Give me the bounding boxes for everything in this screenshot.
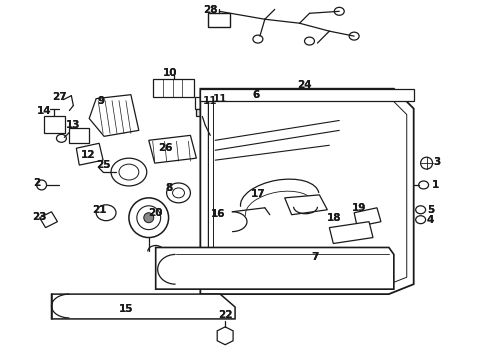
- Ellipse shape: [416, 216, 426, 224]
- Ellipse shape: [418, 181, 429, 189]
- Text: 20: 20: [148, 208, 163, 218]
- Text: 18: 18: [327, 213, 342, 223]
- Text: 9: 9: [98, 96, 105, 105]
- Text: 28: 28: [203, 5, 218, 15]
- Text: 13: 13: [66, 121, 80, 130]
- Text: 9: 9: [98, 96, 105, 105]
- Text: 6: 6: [252, 90, 260, 100]
- Text: 18: 18: [327, 213, 342, 223]
- Ellipse shape: [111, 158, 147, 186]
- Text: 26: 26: [158, 143, 173, 153]
- Text: 24: 24: [297, 80, 312, 90]
- Polygon shape: [149, 135, 196, 163]
- Text: 2: 2: [33, 178, 40, 188]
- Polygon shape: [217, 327, 233, 345]
- Text: 7: 7: [311, 252, 318, 262]
- Ellipse shape: [137, 206, 161, 230]
- Polygon shape: [354, 208, 381, 227]
- Text: 10: 10: [162, 68, 177, 78]
- Polygon shape: [51, 294, 235, 319]
- Text: 5: 5: [427, 205, 434, 215]
- Text: 12: 12: [81, 150, 96, 160]
- Text: 24: 24: [297, 80, 312, 90]
- Ellipse shape: [172, 188, 184, 198]
- Text: 16: 16: [211, 209, 225, 219]
- Text: 27: 27: [52, 92, 67, 102]
- Text: 7: 7: [311, 252, 318, 262]
- Text: 1: 1: [432, 180, 439, 190]
- Polygon shape: [329, 222, 373, 243]
- Text: 22: 22: [218, 310, 232, 320]
- Text: 11: 11: [203, 96, 218, 105]
- Text: 19: 19: [352, 203, 367, 213]
- Text: 8: 8: [165, 183, 172, 193]
- Polygon shape: [89, 95, 139, 136]
- Ellipse shape: [129, 198, 169, 238]
- Text: 20: 20: [148, 208, 163, 218]
- Text: 3: 3: [433, 157, 440, 167]
- Text: 8: 8: [165, 183, 172, 193]
- Text: 28: 28: [203, 5, 218, 15]
- Text: 4: 4: [427, 215, 434, 225]
- Text: 12: 12: [81, 150, 96, 160]
- Text: 11: 11: [213, 94, 227, 104]
- Text: 6: 6: [252, 90, 260, 100]
- Bar: [196, 109, 208, 117]
- Bar: [70, 129, 89, 143]
- Text: 4: 4: [427, 215, 434, 225]
- Bar: [208, 100, 213, 284]
- Polygon shape: [285, 195, 327, 215]
- Polygon shape: [156, 247, 394, 289]
- Text: 16: 16: [211, 209, 225, 219]
- Bar: [208, 13, 230, 27]
- Text: 2: 2: [33, 178, 40, 188]
- Text: 14: 14: [37, 105, 52, 116]
- Ellipse shape: [119, 164, 139, 180]
- Text: 17: 17: [250, 189, 265, 199]
- Text: 19: 19: [352, 203, 367, 213]
- Text: 27: 27: [52, 92, 67, 102]
- Text: 15: 15: [119, 304, 133, 314]
- Text: 23: 23: [32, 212, 47, 222]
- Text: 23: 23: [32, 212, 47, 222]
- Ellipse shape: [37, 180, 47, 190]
- Text: 15: 15: [119, 304, 133, 314]
- Ellipse shape: [420, 157, 433, 169]
- Text: 13: 13: [66, 121, 80, 130]
- Text: 21: 21: [92, 205, 106, 215]
- Text: 25: 25: [96, 160, 110, 170]
- Polygon shape: [76, 143, 103, 165]
- Text: 5: 5: [427, 205, 434, 215]
- Bar: [200, 89, 414, 100]
- Ellipse shape: [167, 183, 191, 203]
- Polygon shape: [200, 89, 414, 294]
- Ellipse shape: [416, 206, 426, 214]
- Ellipse shape: [96, 205, 116, 221]
- Text: 26: 26: [158, 143, 173, 153]
- Bar: [44, 116, 65, 133]
- Text: 1: 1: [432, 180, 439, 190]
- Bar: [196, 96, 209, 109]
- Text: 21: 21: [92, 205, 106, 215]
- Polygon shape: [40, 212, 57, 228]
- Text: 3: 3: [433, 157, 440, 167]
- Text: 10: 10: [162, 68, 177, 78]
- Text: 14: 14: [37, 105, 52, 116]
- Text: 22: 22: [218, 310, 232, 320]
- Bar: [153, 79, 195, 96]
- Ellipse shape: [144, 213, 154, 223]
- Text: 25: 25: [96, 160, 110, 170]
- Text: 17: 17: [250, 189, 265, 199]
